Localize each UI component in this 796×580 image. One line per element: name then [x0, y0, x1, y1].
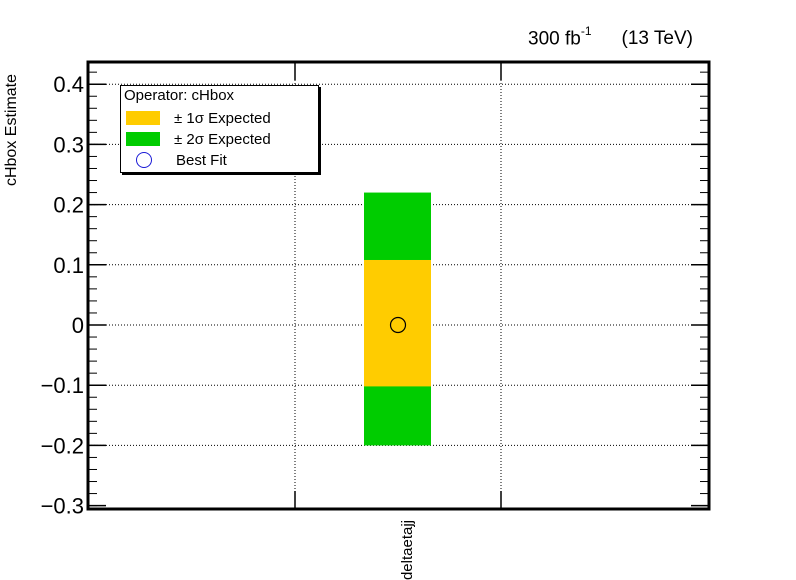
- legend-entry-1sigma: ± 1σ Expected: [126, 109, 271, 127]
- legend-entry-2sigma: ± 2σ Expected: [126, 130, 271, 148]
- legend: Operator: cHbox ± 1σ Expected ± 2σ Expec…: [120, 85, 319, 173]
- y-tick-label: 0.4: [53, 72, 84, 97]
- y-tick-labels: −0.3 −0.2 −0.1 0 0.1 0.2 0.3 0.4: [41, 72, 84, 518]
- energy-label: (13 TeV): [621, 28, 693, 50]
- luminosity-label: 300 fb-1 (13 TeV): [528, 24, 693, 50]
- y-tick-label: 0.2: [53, 193, 84, 218]
- luminosity-value: 300 fb: [528, 28, 581, 50]
- y-tick-label: −0.1: [41, 373, 84, 398]
- grid-lines: [88, 62, 709, 509]
- y-axis-title: cHbox Estimate: [3, 73, 20, 187]
- y-tick-label: 0.3: [53, 132, 84, 157]
- legend-entry-bestfit: Best Fit: [126, 151, 227, 169]
- legend-header: Operator: cHbox: [124, 87, 235, 104]
- band-1sigma: [364, 259, 431, 387]
- legend-label-1sigma: ± 1σ Expected: [174, 109, 271, 127]
- axis-ticks: [88, 62, 709, 509]
- best-fit-marker: [389, 316, 407, 334]
- y-tick-label: −0.3: [41, 494, 84, 519]
- legend-swatch-1sigma: [126, 111, 160, 125]
- x-category-label: deltaetajj: [399, 520, 416, 580]
- legend-label-bestfit: Best Fit: [176, 151, 227, 169]
- y-tick-label: 0.1: [53, 253, 84, 278]
- luminosity-unit-exp: -1: [580, 24, 592, 38]
- y-tick-label: −0.2: [41, 433, 84, 458]
- legend-marker-bestfit: [136, 152, 152, 168]
- y-tick-label: 0: [72, 313, 84, 338]
- legend-swatch-2sigma: [126, 132, 160, 146]
- bands: [364, 192, 431, 446]
- legend-label-2sigma: ± 2σ Expected: [174, 130, 271, 148]
- plot-frame: [86, 60, 711, 511]
